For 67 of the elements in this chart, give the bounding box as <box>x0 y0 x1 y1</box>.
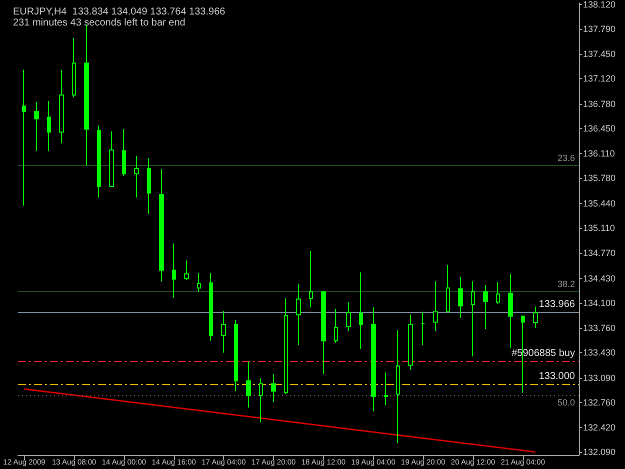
y-tick-label: 137.790 <box>583 24 616 34</box>
candlestick <box>296 284 301 346</box>
candlestick <box>446 264 450 312</box>
candlestick <box>359 272 363 350</box>
candlestick <box>433 280 438 332</box>
y-tick-label: 132.090 <box>583 447 616 458</box>
y-tick-label: 134.430 <box>583 273 616 284</box>
candlestick <box>496 282 500 304</box>
y-tick-label: 134.100 <box>583 298 616 308</box>
candlestick <box>147 158 151 214</box>
candlestick <box>47 100 51 152</box>
candlestick <box>209 272 213 342</box>
candlestick <box>259 378 263 423</box>
candlestick <box>197 272 201 292</box>
y-tick-label: 133.430 <box>583 348 616 358</box>
ref-line-label: 133.966 <box>538 299 576 310</box>
candlestick <box>309 250 313 308</box>
y-tick-label: 137.120 <box>583 74 616 84</box>
candlestick <box>172 242 176 298</box>
y-tick-label: 134.770 <box>583 248 616 258</box>
text: 50.0 <box>557 397 575 408</box>
candlestick <box>408 314 413 370</box>
candlestick <box>84 24 89 166</box>
candlestick <box>234 319 238 392</box>
candlestick <box>458 276 463 318</box>
candlestick <box>321 290 326 375</box>
candlestick <box>396 330 400 444</box>
candlestick <box>246 360 251 408</box>
y-tick-label: 137.450 <box>583 49 616 60</box>
y-tick-label: 132.420 <box>583 422 616 433</box>
candlestick <box>271 374 276 403</box>
candlestick <box>483 284 488 330</box>
candlestick <box>371 306 376 412</box>
candlestick <box>471 280 475 357</box>
text: 231 minutes 43 seconds left to bar end <box>13 18 186 28</box>
candlestick <box>34 101 39 152</box>
candlestick <box>97 124 101 198</box>
candlestick <box>508 273 513 349</box>
ref-line-label: 133.000 <box>538 370 576 382</box>
candlestick <box>184 260 189 280</box>
candlestick <box>122 128 126 176</box>
y-tick-label: 135.780 <box>583 173 616 184</box>
text: 23.6 <box>557 153 575 164</box>
text: 38.2 <box>557 279 575 290</box>
candlestick <box>72 37 76 98</box>
candlestick <box>134 155 139 198</box>
candlestick <box>22 69 26 206</box>
y-tick-label: 133.760 <box>583 323 616 334</box>
candlestick <box>421 311 425 346</box>
candlestick <box>384 372 388 406</box>
chart-title: EURJPY,H4 133.834 134.049 133.764 133.966 <box>13 6 226 18</box>
candlestick <box>334 308 338 344</box>
y-tick-label: 135.110 <box>583 222 615 233</box>
y-tick-label: 136.450 <box>583 123 616 134</box>
candlestick <box>59 69 64 144</box>
y-tick-label: 136.780 <box>583 98 616 109</box>
y-tick-label: 136.110 <box>583 148 615 159</box>
candlestick <box>159 168 164 282</box>
candlestick <box>346 302 351 332</box>
y-tick-label: 133.090 <box>583 372 616 383</box>
y-tick-label: 135.440 <box>583 198 616 208</box>
candlestick <box>533 306 538 328</box>
y-tick-label: 138.120 <box>583 0 616 10</box>
candlestick <box>221 310 226 354</box>
candlestick <box>284 298 288 395</box>
y-tick-label: 132.760 <box>583 397 616 408</box>
candlestick <box>109 130 114 188</box>
